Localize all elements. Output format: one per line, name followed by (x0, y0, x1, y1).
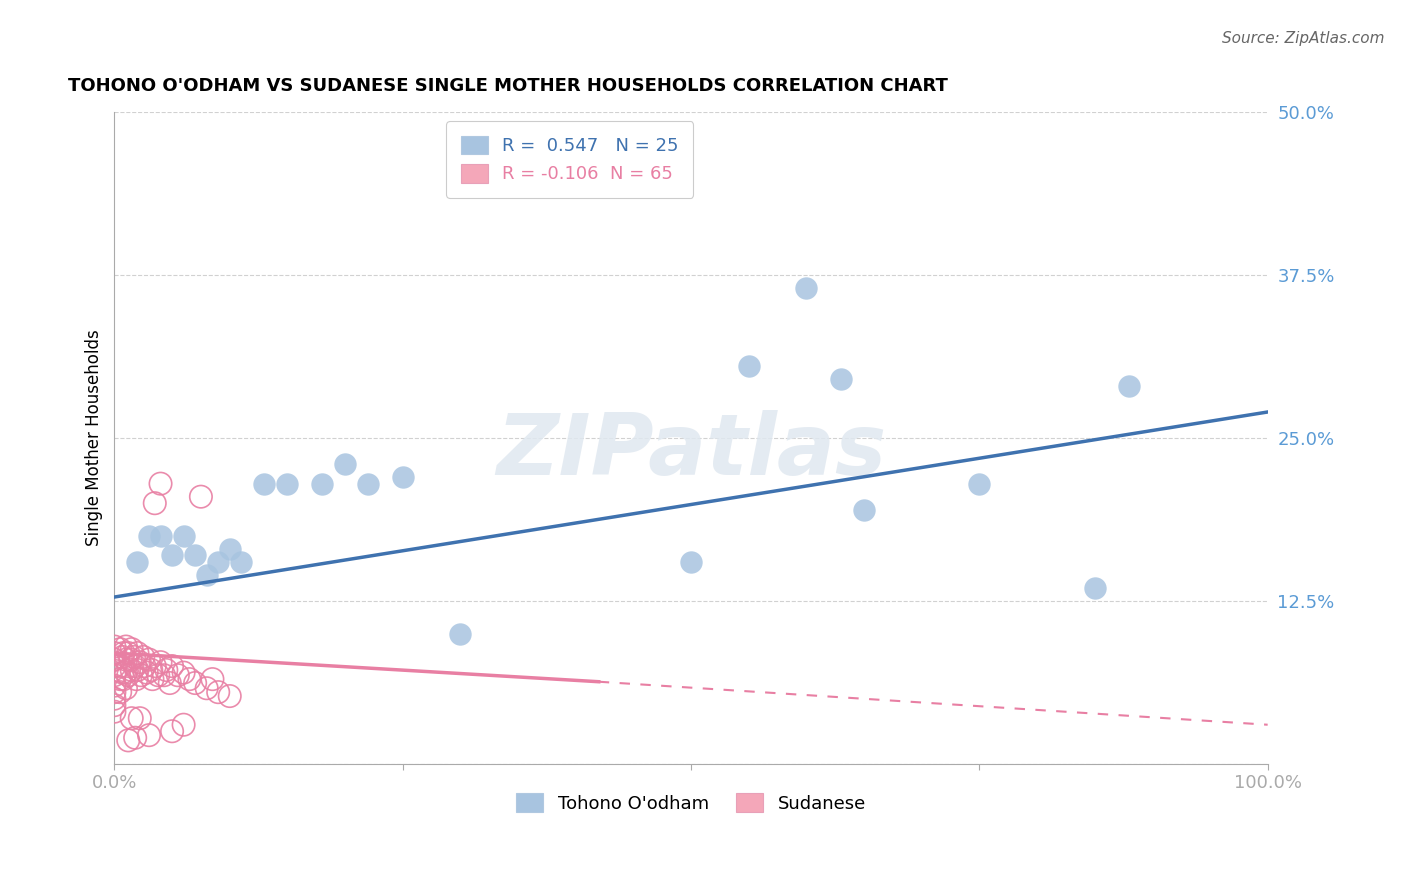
Point (103, 679, 125, 693)
Point (149, 476, 172, 491)
Point (311, 476, 333, 491)
Point (103, 685, 125, 699)
Point (207, 555, 229, 569)
Point (117, 646, 139, 660)
Point (143, 496, 166, 510)
Point (103, 698, 125, 713)
Point (127, 646, 149, 660)
Point (108, 659, 131, 673)
Text: TOHONO O'ODHAM VS SUDANESE SINGLE MOTHER HOUSEHOLDS CORRELATION CHART: TOHONO O'ODHAM VS SUDANESE SINGLE MOTHER… (69, 78, 948, 95)
Point (173, 717, 195, 731)
Y-axis label: Single Mother Households: Single Mother Households (86, 330, 103, 547)
Point (853, 502, 876, 516)
Point (155, 663, 177, 677)
Point (121, 642, 143, 657)
Point (138, 652, 160, 666)
Point (108, 672, 131, 686)
Point (120, 652, 142, 666)
Point (127, 663, 149, 677)
Point (184, 676, 207, 690)
Point (173, 665, 195, 680)
Point (148, 668, 170, 682)
Point (124, 659, 146, 673)
Point (1118, 379, 1140, 393)
Point (231, 555, 253, 569)
Point (179, 672, 201, 686)
Text: ZIPatlas: ZIPatlas (496, 409, 886, 492)
Point (190, 490, 212, 504)
Point (449, 626, 471, 640)
Point (129, 668, 152, 682)
Point (108, 685, 131, 699)
Point (115, 665, 138, 680)
Point (112, 672, 135, 686)
Point (1084, 581, 1107, 595)
Point (122, 650, 145, 665)
Point (796, 281, 818, 295)
Point (141, 672, 163, 686)
Point (333, 457, 356, 471)
Point (253, 476, 276, 491)
Point (138, 529, 160, 543)
Point (138, 728, 160, 742)
Point (159, 676, 181, 690)
Point (115, 652, 138, 666)
Point (117, 733, 139, 747)
Point (128, 655, 150, 669)
Point (160, 724, 183, 739)
Point (830, 372, 852, 386)
Point (207, 685, 229, 699)
Point (103, 705, 125, 719)
Point (218, 541, 240, 556)
Point (103, 668, 125, 682)
Point (149, 529, 172, 543)
Point (115, 681, 138, 696)
Point (112, 646, 135, 660)
Point (218, 689, 240, 703)
Point (276, 476, 298, 491)
Point (357, 476, 380, 491)
Point (134, 659, 156, 673)
Point (738, 359, 761, 374)
Point (103, 652, 125, 666)
Point (184, 549, 207, 563)
Point (679, 555, 702, 569)
Point (103, 640, 125, 654)
Point (391, 470, 413, 484)
Point (103, 659, 125, 673)
Point (969, 476, 991, 491)
Point (132, 650, 155, 665)
Point (173, 529, 195, 543)
Point (195, 567, 218, 582)
Text: Source: ZipAtlas.com: Source: ZipAtlas.com (1222, 31, 1385, 46)
Point (115, 640, 138, 654)
Point (121, 663, 143, 677)
Point (125, 672, 148, 686)
Point (124, 731, 146, 745)
Point (166, 668, 188, 682)
Point (127, 555, 149, 569)
Point (135, 665, 157, 680)
Point (153, 668, 176, 682)
Point (195, 681, 218, 696)
Point (121, 711, 143, 725)
Legend: Tohono O'odham, Sudanese: Tohono O'odham, Sudanese (509, 786, 873, 820)
Point (117, 668, 139, 682)
Point (141, 663, 163, 677)
Point (143, 659, 166, 673)
Point (103, 691, 125, 706)
Point (111, 650, 134, 665)
Point (149, 655, 172, 669)
Point (160, 549, 183, 563)
Point (201, 672, 224, 686)
Point (128, 711, 150, 725)
Point (160, 659, 183, 673)
Point (108, 642, 131, 657)
Point (111, 665, 134, 680)
Point (103, 646, 125, 660)
